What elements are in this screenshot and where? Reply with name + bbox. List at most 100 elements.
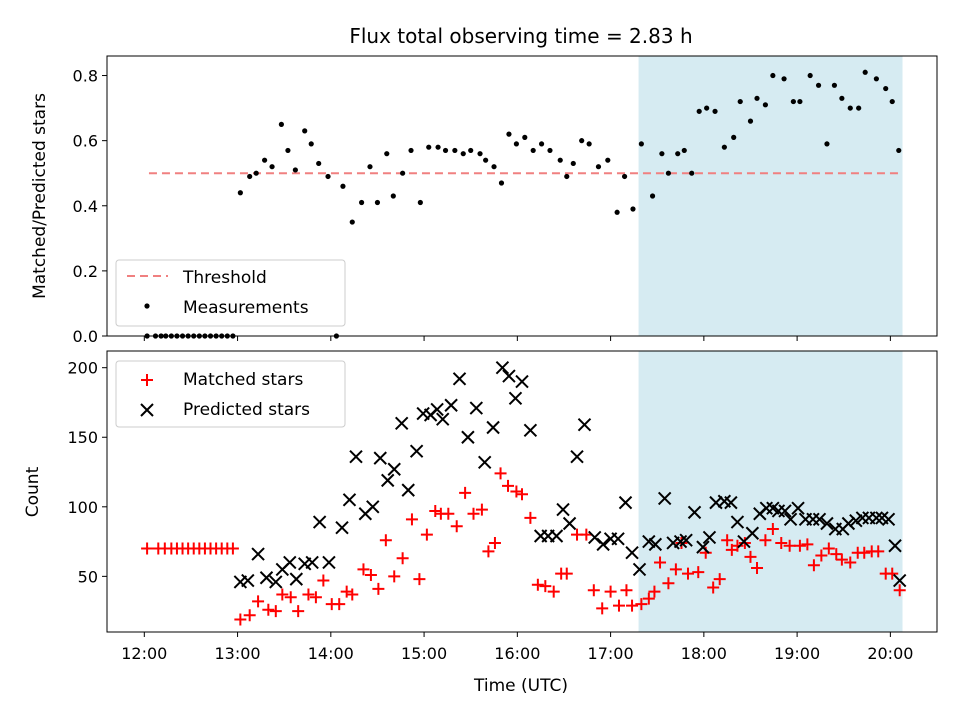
measurement-point xyxy=(247,173,253,180)
matched-star-point xyxy=(262,603,275,616)
measurement-point xyxy=(400,170,406,176)
x-tick-label: 19:00 xyxy=(774,644,820,663)
matched-star-point xyxy=(604,585,617,598)
predicted-star-point xyxy=(588,530,602,545)
matched-star-point xyxy=(302,588,315,601)
legend-predicted-label: Predicted stars xyxy=(183,400,310,420)
matched-star-point xyxy=(364,568,377,581)
measurement-point xyxy=(384,151,390,157)
matched-star-point xyxy=(234,613,247,626)
matched-star-point xyxy=(620,584,633,597)
measurement-point xyxy=(790,98,796,105)
matched-star-point xyxy=(459,486,472,499)
predicted-star-point xyxy=(596,537,610,552)
legend-matched-label: Matched stars xyxy=(183,370,303,390)
measurement-point xyxy=(513,141,520,147)
matched-star-point xyxy=(276,588,289,601)
matched-star-point xyxy=(783,539,796,552)
predicted-star-point xyxy=(771,504,786,518)
measurement-point xyxy=(349,219,355,225)
matched-star-point xyxy=(429,504,442,517)
bottom-legend: Matched stars Predicted stars xyxy=(115,360,346,428)
measurement-point xyxy=(367,164,373,170)
matched-star-point xyxy=(626,599,639,612)
measurement-point xyxy=(747,118,754,124)
predicted-star-point xyxy=(387,462,401,476)
matched-star-point xyxy=(243,609,256,622)
matched-star-point xyxy=(751,562,764,575)
predicted-star-point xyxy=(508,391,523,406)
measurement-point xyxy=(754,95,760,101)
predicted-star-point xyxy=(611,532,625,546)
predicted-star-point xyxy=(444,398,458,412)
matched-star-point xyxy=(807,559,820,572)
top-y-tick-label: 0.4 xyxy=(73,197,98,216)
predicted-star-point xyxy=(657,491,672,506)
matched-star-point xyxy=(654,556,667,569)
legend-predicted-swatch xyxy=(140,403,154,417)
matched-star-point xyxy=(587,584,600,597)
measurement-point xyxy=(564,173,570,180)
measurement-point xyxy=(547,147,553,154)
matched-star-point xyxy=(682,567,694,580)
predicted-star-point xyxy=(289,572,304,586)
x-tick-label: 12:00 xyxy=(121,644,167,663)
matched-star-point xyxy=(596,602,609,615)
bottom-y-tick-label: 50 xyxy=(78,567,98,586)
predicted-star-point xyxy=(702,530,717,545)
predicted-star-point xyxy=(342,493,357,507)
measurement-point xyxy=(506,131,512,137)
measurement-point xyxy=(797,98,803,105)
matched-star-point xyxy=(226,542,239,555)
matched-star-point xyxy=(830,548,843,561)
matched-star-point xyxy=(815,549,828,562)
measurement-point xyxy=(408,147,414,154)
measurement-point xyxy=(452,147,458,154)
predicted-star-point xyxy=(625,546,639,560)
measurement-point xyxy=(675,151,681,157)
predicted-star-point xyxy=(783,512,798,527)
predicted-star-point xyxy=(562,516,577,531)
measurement-point xyxy=(856,105,862,111)
matched-star-point xyxy=(340,585,353,598)
measurement-point xyxy=(873,76,879,82)
predicted-star-point xyxy=(892,573,907,588)
matched-star-point xyxy=(635,598,648,611)
predicted-star-point xyxy=(812,512,827,527)
predicted-star-point xyxy=(648,537,663,552)
bottom-panel-frame xyxy=(106,350,938,633)
predicted-star-point xyxy=(502,369,516,383)
x-tick-label: 16:00 xyxy=(494,644,540,663)
bottom-highlight-span xyxy=(638,351,903,632)
matched-star-point xyxy=(872,545,885,558)
bottom-y-tick-label: 200 xyxy=(67,359,98,378)
x-tick-label: 17:00 xyxy=(588,644,634,663)
measurement-point xyxy=(498,180,505,186)
measurement-point xyxy=(824,141,830,147)
predicted-star-point xyxy=(888,539,902,553)
measurement-point xyxy=(442,147,449,154)
measurement-point xyxy=(614,209,620,215)
measurement-point xyxy=(883,85,889,92)
predicted-star-point xyxy=(730,515,745,529)
measurement-point xyxy=(538,141,545,147)
measurement-point xyxy=(815,82,822,88)
predicted-star-point xyxy=(312,515,327,529)
predicted-star-point xyxy=(869,511,884,525)
predicted-star-point xyxy=(381,473,395,488)
predicted-star-point xyxy=(335,520,349,535)
predicted-star-point xyxy=(618,495,633,510)
measurement-point xyxy=(435,144,441,150)
measurement-point xyxy=(630,206,636,212)
measurement-point xyxy=(896,147,902,154)
legend-threshold-label: Threshold xyxy=(182,268,267,288)
top-panel-frame xyxy=(106,55,938,337)
top-y-tick-label: 0.6 xyxy=(73,132,98,151)
predicted-star-point xyxy=(841,516,856,531)
measurement-point xyxy=(712,108,718,114)
measurement-point xyxy=(681,147,687,154)
matched-star-point xyxy=(539,580,552,593)
measurement-point xyxy=(839,95,845,101)
measurement-point xyxy=(762,102,769,108)
